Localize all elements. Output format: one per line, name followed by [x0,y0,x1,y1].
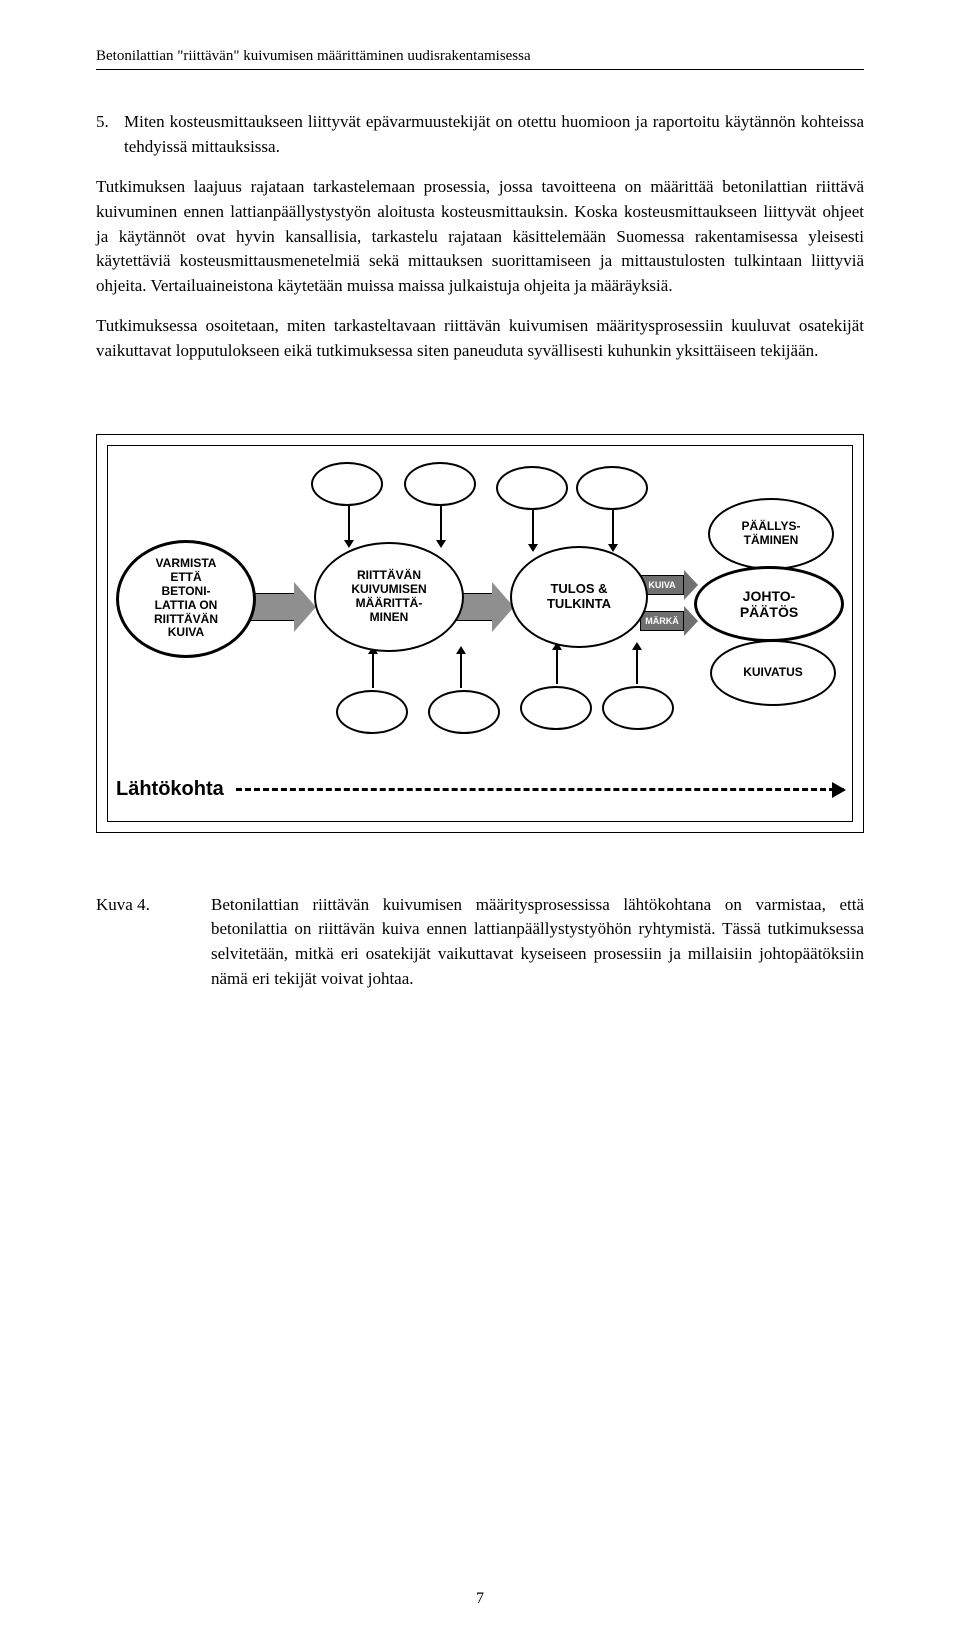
lahtokohta-label: Lähtökohta [116,778,224,801]
thin-arrow [372,652,374,688]
bg-ellipse [428,690,500,734]
list-text: Miten kosteusmittaukseen liittyvät epäva… [124,110,864,159]
flow-area: KUIVA MÄRKÄ VARMISTA ETTÄ BETONI- LATTIA… [116,454,844,764]
node-maaritt: RIITTÄVÄN KUIVUMISEN MÄÄRITTÄ- MINEN [314,542,464,652]
mid-arrow-kuiva: KUIVA [640,570,698,600]
node-kuivatus: KUIVATUS [710,640,836,706]
node-varmista: VARMISTA ETTÄ BETONI- LATTIA ON RIITTÄVÄ… [116,540,256,658]
node-johto: JOHTO- PÄÄTÖS [694,566,844,642]
node-tulos: TULOS & TULKINTA [510,546,648,648]
node-paallys: PÄÄLLYS- TÄMINEN [708,498,834,570]
list-number: 5. [96,110,124,159]
lahtokohta-row: Lähtökohta [116,764,844,801]
big-arrow [246,582,316,632]
figure-caption: Kuva 4. Betonilattian riittävän kuivumis… [96,893,864,992]
thin-arrow [636,648,638,684]
paragraph-1: Tutkimuksen laajuus rajataan tarkastelem… [96,175,864,298]
bg-ellipse [602,686,674,730]
mid-arrow-marka: MÄRKÄ [640,606,698,636]
thin-arrow [440,506,442,542]
bg-ellipse [311,462,383,506]
page-number: 7 [0,1590,960,1608]
thin-arrow [348,506,350,542]
paragraph-2: Tutkimuksessa osoitetaan, miten tarkaste… [96,314,864,363]
figure-text: Betonilattian riittävän kuivumisen määri… [211,893,864,992]
diagram-container: KUIVA MÄRKÄ VARMISTA ETTÄ BETONI- LATTIA… [96,434,864,833]
thin-arrow [556,648,558,684]
dashed-arrow [236,788,844,791]
bg-ellipse [520,686,592,730]
thin-arrow [460,652,462,688]
running-header: Betonilattian "riittävän" kuivumisen mää… [96,48,864,70]
bg-ellipse [336,690,408,734]
bg-ellipse [496,466,568,510]
diagram-inner: KUIVA MÄRKÄ VARMISTA ETTÄ BETONI- LATTIA… [107,445,853,822]
bg-ellipse [404,462,476,506]
thin-arrow [532,510,534,546]
figure-label: Kuva 4. [96,893,211,992]
numbered-item: 5. Miten kosteusmittaukseen liittyvät ep… [96,110,864,159]
thin-arrow [612,510,614,546]
bg-ellipse [576,466,648,510]
